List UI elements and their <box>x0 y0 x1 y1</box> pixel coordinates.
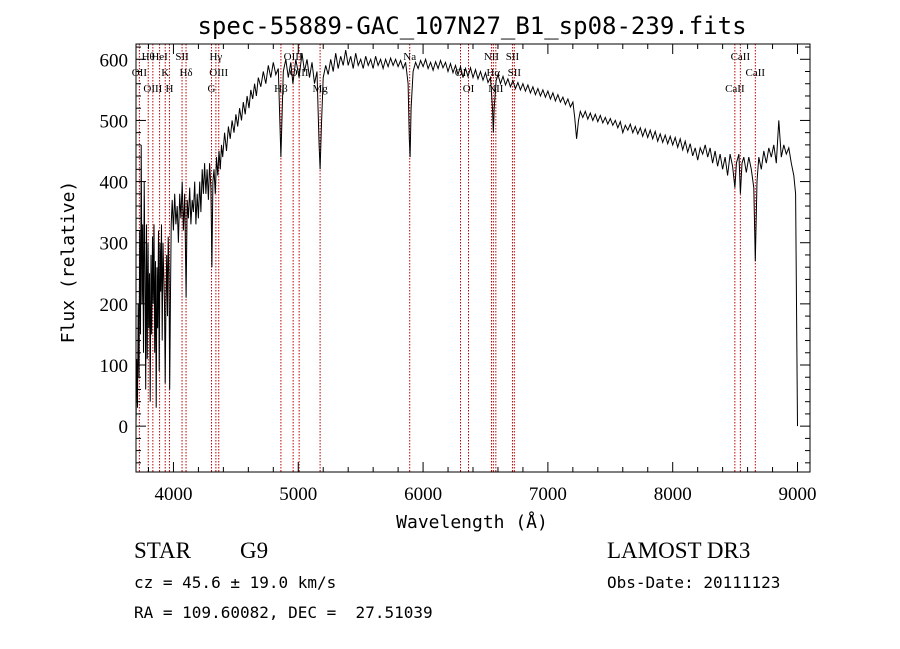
x-tick-label: 4000 <box>154 484 192 505</box>
spectrum-line <box>135 50 798 427</box>
line-marker-label: G <box>208 83 216 95</box>
line-marker-label: Hβ <box>274 83 288 95</box>
x-tick-label: 6000 <box>404 484 442 505</box>
line-marker-label: OII <box>132 67 148 79</box>
y-tick-label: 100 <box>100 356 129 377</box>
y-tick-label: 0 <box>119 417 129 438</box>
line-marker-label: Na <box>403 51 416 63</box>
line-marker-label: Hα <box>486 67 500 79</box>
line-marker-label: HeI <box>151 51 168 63</box>
survey-name: LAMOST DR3 <box>607 538 751 563</box>
object-subclass: G9 <box>240 538 269 563</box>
line-marker-label: Hδ <box>179 67 192 79</box>
line-marker-label: OIII <box>209 67 228 79</box>
line-marker-label: Hγ <box>209 51 222 63</box>
line-marker-label: SII <box>508 67 522 79</box>
line-marker-label: OI <box>455 67 467 79</box>
line-marker-label: SII <box>506 51 520 63</box>
x-tick-label: 7000 <box>529 484 567 505</box>
plot-frame <box>135 43 811 473</box>
line-marker-label: OI <box>463 83 475 95</box>
x-tick-label: 5000 <box>279 484 317 505</box>
line-marker-label: OIII <box>143 83 162 95</box>
y-tick-label: 200 <box>100 295 129 316</box>
obs-date-text: Obs-Date: 20111123 <box>607 573 781 592</box>
y-tick-label: 500 <box>100 111 129 132</box>
x-tick-label: 9000 <box>779 484 817 505</box>
line-marker-label: CaII <box>731 51 751 63</box>
object-class: STAR <box>134 538 191 563</box>
line-markers <box>138 44 756 472</box>
line-marker-label: SII <box>175 51 189 63</box>
axes: 4000 5000 6000 7000 8000 9000 0 100 200 300 400 500… <box>100 44 817 505</box>
redshift-text: cz = 45.6 ± 19.0 km/s <box>134 573 337 592</box>
line-marker-label: NII <box>484 51 500 63</box>
coordinates-text: RA = 109.60082, DEC = 27.51039 <box>134 603 433 622</box>
y-axis-label: Flux (relative) <box>58 181 79 344</box>
y-tick-label: 600 <box>100 50 129 71</box>
line-marker-label: H <box>165 83 173 95</box>
x-axis-label: Wavelength (Å) <box>396 511 548 533</box>
line-marker-label: CaII <box>725 83 745 95</box>
y-tick-label: 300 <box>100 234 129 255</box>
line-marker-label: K <box>161 67 169 79</box>
y-tick-label: 400 <box>100 173 129 194</box>
x-tick-label: 8000 <box>654 484 692 505</box>
chart-title: spec-55889-GAC_107N27_B1_sp08-239.fits <box>197 12 746 40</box>
line-marker-label: CaII <box>746 67 766 79</box>
line-marker-label: Mg <box>312 83 328 95</box>
line-marker-label: Hθ <box>142 51 155 63</box>
line-marker-labels: HθOIIOIIIHeIKHSIIHδGHγOIIIHβOIIIOIIIMgNa… <box>132 51 766 95</box>
